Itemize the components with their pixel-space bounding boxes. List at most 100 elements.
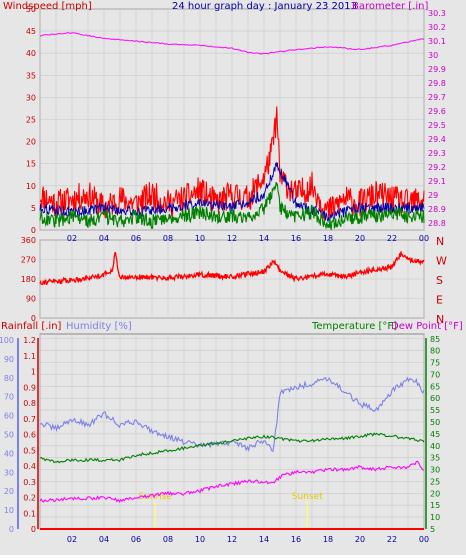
temperature-tick-label: 55	[430, 406, 440, 415]
barometer-tick-label: 30	[428, 51, 438, 60]
barometer-tick-label: 29.8	[428, 79, 446, 88]
humidity-tick-label: 30	[4, 468, 14, 477]
barometer-tick-label: 29.3	[428, 149, 446, 158]
x-tick-label: 14	[259, 535, 269, 544]
windspeed-tick-label: 30	[26, 93, 36, 102]
windspeed-tick-label: 35	[26, 71, 36, 80]
compass-label: E	[436, 294, 443, 307]
temperature-tick-label: 30	[430, 466, 440, 475]
x-tick-label: 16	[291, 234, 301, 243]
rainfall-tick-label: 0.6	[23, 431, 36, 440]
direction-tick-label: 90	[26, 295, 36, 304]
barometer-tick-label: 28.9	[428, 205, 446, 214]
barometer-tick-label: 29.6	[428, 107, 446, 116]
temperature-tick-label: 60	[430, 394, 440, 403]
x-tick-label: 00	[419, 535, 429, 544]
x-tick-label: 10	[195, 535, 205, 544]
temperature-tick-label: 20	[430, 489, 440, 498]
rainfall-tick-label: 0	[31, 525, 36, 534]
humidity-tick-label: 50	[4, 431, 14, 440]
x-tick-label: 12	[227, 234, 237, 243]
rainfall-tick-label: 0.9	[23, 383, 36, 392]
x-tick-label: 06	[131, 535, 141, 544]
humidity-tick-label: 0	[9, 525, 14, 534]
windspeed-tick-label: 15	[26, 160, 36, 169]
windspeed-tick-label: 25	[26, 116, 36, 125]
direction-tick-label: 180	[21, 275, 36, 284]
x-tick-label: 06	[131, 234, 141, 243]
temperature-tick-label: 40	[430, 442, 440, 451]
windspeed-tick-label: 10	[26, 182, 36, 191]
barometer-tick-label: 29	[428, 191, 438, 200]
windspeed-tick-label: 50	[26, 5, 36, 14]
low-wind-line	[39, 181, 425, 231]
average-wind-line	[39, 161, 425, 224]
rainfall-axis-title: Rainfall [.in]	[1, 321, 62, 332]
barometer-axis-title: Barometer [.in]	[352, 1, 428, 12]
chart-title: 24 hour graph day : January 23 2013	[172, 1, 357, 12]
rainfall-tick-label: 0.3	[23, 478, 36, 487]
x-tick-label: 20	[355, 234, 365, 243]
humidity-tick-label: 90	[4, 355, 14, 364]
x-tick-label: 04	[99, 535, 109, 544]
wind-direction-line	[39, 251, 425, 286]
humidity-tick-label: 80	[4, 374, 14, 383]
temperature-tick-label: 85	[430, 335, 440, 344]
direction-tick-label: 270	[21, 256, 36, 265]
temperature-tick-label: 70	[430, 370, 440, 379]
compass-label: N	[436, 235, 444, 248]
temperature-line	[39, 432, 425, 464]
barometer-tick-label: 30.2	[428, 23, 446, 32]
x-tick-label: 22	[387, 234, 397, 243]
rainfall-tick-label: 0.2	[23, 494, 36, 503]
compass-label: N	[436, 313, 444, 326]
sun-marker-label: Sunset	[292, 492, 323, 502]
rainfall-tick-label: 0.7	[23, 415, 36, 424]
rainfall-tick-label: 1.1	[23, 352, 36, 361]
barometer-tick-label: 29.2	[428, 163, 446, 172]
barometer-tick-label: 29.7	[428, 93, 446, 102]
temperature-tick-label: 5	[430, 525, 435, 534]
windspeed-line	[39, 106, 425, 222]
humidity-line	[39, 376, 425, 453]
x-tick-label: 18	[323, 535, 333, 544]
x-tick-label: 02	[67, 234, 77, 243]
x-tick-label: 02	[67, 535, 77, 544]
direction-tick-label: 0	[31, 314, 36, 323]
humidity-axis-title: Humidity [%]	[66, 321, 132, 332]
temperature-tick-label: 15	[430, 501, 440, 510]
temperature-tick-label: 65	[430, 382, 440, 391]
humidity-tick-label: 10	[4, 506, 14, 515]
humidity-tick-label: 20	[4, 487, 14, 496]
rainfall-tick-label: 1	[31, 368, 36, 377]
x-tick-label: 00	[419, 234, 429, 243]
rainfall-tick-label: 0.8	[23, 399, 36, 408]
x-tick-label: 14	[259, 234, 269, 243]
windspeed-tick-label: 45	[26, 27, 36, 36]
x-tick-label: 18	[323, 234, 333, 243]
windspeed-tick-label: 20	[26, 138, 36, 147]
x-tick-label: 10	[195, 234, 205, 243]
sun-marker-label: Sunrise	[138, 492, 172, 502]
axis-layer: 02 04 06 08 10 12 14 16 18 20 22 000510152025303540…	[0, 5, 447, 544]
windspeed-tick-label: 0	[31, 226, 36, 235]
grid-layer	[39, 8, 425, 530]
rainfall-tick-label: 0.5	[23, 446, 36, 455]
windspeed-tick-label: 5	[31, 204, 36, 213]
x-tick-label: 04	[99, 234, 109, 243]
temperature-axis-title: Temperature [°F]	[311, 321, 397, 332]
barometer-tick-label: 29.4	[428, 135, 446, 144]
barometer-tick-label: 29.9	[428, 65, 446, 74]
temperature-tick-label: 45	[430, 430, 440, 439]
barometer-tick-label: 29.1	[428, 177, 446, 186]
rainfall-tick-label: 0.1	[23, 509, 36, 518]
x-tick-label: 08	[163, 535, 173, 544]
temperature-tick-label: 35	[430, 454, 440, 463]
x-tick-label: 22	[387, 535, 397, 544]
barometer-tick-label: 28.8	[428, 219, 446, 228]
direction-tick-label: 360	[21, 236, 36, 245]
dewpoint-axis-title: Dew Point [°F]	[391, 321, 463, 332]
temperature-tick-label: 75	[430, 359, 440, 368]
